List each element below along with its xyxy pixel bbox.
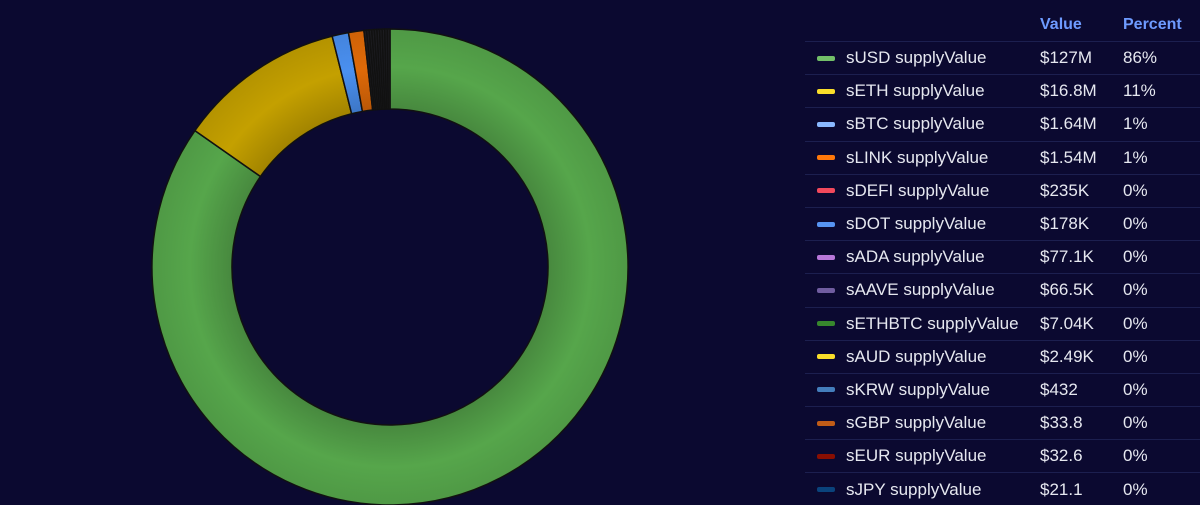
legend-series-name: sJPY supplyValue xyxy=(805,480,1040,500)
legend-label: sKRW supplyValue xyxy=(846,379,990,399)
legend-percent: 1% xyxy=(1123,147,1148,167)
legend-label: sETHBTC supplyValue xyxy=(846,313,1019,333)
legend-label: sUSD supplyValue xyxy=(846,48,987,68)
legend-row[interactable]: sBTC supplyValue $1.64M 1% xyxy=(805,107,1200,140)
legend-value: $77.1K xyxy=(1040,247,1094,267)
legend-label: sBTC supplyValue xyxy=(846,114,985,134)
legend-table: Value Percent sUSD supplyValue $127M 86% sE… xyxy=(805,8,1200,505)
legend-series-name: sEUR supplyValue xyxy=(805,446,1040,466)
legend-value: $66.5K xyxy=(1040,280,1094,300)
legend-row[interactable]: sUSD supplyValue $127M 86% xyxy=(805,41,1200,74)
legend-series-name: sETHBTC supplyValue xyxy=(805,314,1040,334)
legend-value: $178K xyxy=(1040,214,1090,234)
legend-percent: 0% xyxy=(1123,379,1148,399)
legend-value: $1.64M xyxy=(1040,114,1097,134)
legend-value: $33.8 xyxy=(1040,413,1083,433)
legend-series-name: sUSD supplyValue xyxy=(805,48,1040,68)
legend-series-name: sGBP supplyValue xyxy=(805,413,1040,433)
legend-row[interactable]: sDOT supplyValue $178K 0% xyxy=(805,206,1200,240)
legend-row[interactable]: sEUR supplyValue $32.6 0% xyxy=(805,439,1200,472)
legend-swatch[interactable] xyxy=(817,453,835,459)
legend-percent: 86% xyxy=(1123,48,1158,68)
legend-label: sETH supplyValue xyxy=(846,81,985,101)
legend-series-name: sETH supplyValue xyxy=(805,81,1040,101)
legend-label: sEUR supplyValue xyxy=(846,446,987,466)
legend-value: $21.1 xyxy=(1040,479,1083,499)
legend-value: $2.49K xyxy=(1040,346,1094,366)
legend-series-name: sLINK supplyValue xyxy=(805,148,1040,168)
legend-row[interactable]: sLINK supplyValue $1.54M 1% xyxy=(805,140,1200,174)
legend-label: sAUD supplyValue xyxy=(846,346,987,366)
legend-series-name: sADA supplyValue xyxy=(805,247,1040,267)
legend-percent: 0% xyxy=(1123,446,1148,466)
legend-swatch[interactable] xyxy=(817,155,835,161)
legend-series-name: sBTC supplyValue xyxy=(805,114,1040,134)
legend-series-name: sDOT supplyValue xyxy=(805,214,1040,234)
legend-label: sJPY supplyValue xyxy=(846,479,982,499)
legend-rows: sUSD supplyValue $127M 86% sETH supplyValue… xyxy=(805,41,1200,505)
legend-value: $235K xyxy=(1040,180,1090,200)
legend-percent: 0% xyxy=(1123,214,1148,234)
legend-label: sGBP supplyValue xyxy=(846,413,987,433)
legend-row[interactable]: sETH supplyValue $16.8M 11% xyxy=(805,74,1200,107)
legend-value: $16.8M xyxy=(1040,81,1097,101)
pie-slice[interactable] xyxy=(386,28,391,110)
legend-row[interactable]: sJPY supplyValue $21.1 0% xyxy=(805,472,1200,505)
legend-swatch[interactable] xyxy=(817,188,835,194)
legend-percent: 0% xyxy=(1123,280,1148,300)
legend-swatch[interactable] xyxy=(817,420,835,426)
pie-slice[interactable] xyxy=(151,28,629,505)
legend-percent: 11% xyxy=(1123,81,1156,101)
donut-chart xyxy=(151,28,629,505)
legend-row[interactable]: sGBP supplyValue $33.8 0% xyxy=(805,406,1200,439)
legend-percent: 0% xyxy=(1123,313,1148,333)
legend-label: sDEFI supplyValue xyxy=(846,180,990,200)
legend-row[interactable]: sAAVE supplyValue $66.5K 0% xyxy=(805,273,1200,306)
legend-series-name: sDEFI supplyValue xyxy=(805,181,1040,201)
legend-value: $432 xyxy=(1040,379,1078,399)
legend-row[interactable]: sAUD supplyValue $2.49K 0% xyxy=(805,339,1200,373)
legend-swatch[interactable] xyxy=(817,287,835,293)
legend-percent: 0% xyxy=(1123,247,1148,267)
legend-value: $127M xyxy=(1040,48,1092,68)
legend-series-name: sKRW supplyValue xyxy=(805,380,1040,400)
legend-row[interactable]: sETHBTC supplyValue $7.04K 0% xyxy=(805,306,1200,340)
legend-header-percent[interactable]: Percent xyxy=(1123,15,1182,33)
legend-value: $32.6 xyxy=(1040,446,1083,466)
legend-label: sADA supplyValue xyxy=(846,247,985,267)
legend-row[interactable]: sADA supplyValue $77.1K 0% xyxy=(805,240,1200,273)
legend-swatch[interactable] xyxy=(817,321,835,327)
legend-row[interactable]: sKRW supplyValue $432 0% xyxy=(805,372,1200,406)
legend-swatch[interactable] xyxy=(817,387,835,393)
legend-swatch[interactable] xyxy=(817,354,835,360)
legend-value: $1.54M xyxy=(1040,147,1097,167)
legend-label: sAAVE supplyValue xyxy=(846,280,995,300)
legend-swatch[interactable] xyxy=(817,221,835,227)
legend-label: sLINK supplyValue xyxy=(846,147,989,167)
legend-swatch[interactable] xyxy=(817,88,835,94)
legend-header: Value Percent xyxy=(805,8,1200,41)
legend-percent: 0% xyxy=(1123,413,1148,433)
legend-swatch[interactable] xyxy=(817,55,835,61)
legend-swatch[interactable] xyxy=(817,254,835,260)
legend-series-name: sAUD supplyValue xyxy=(805,347,1040,367)
legend-percent: 0% xyxy=(1123,346,1148,366)
legend-swatch[interactable] xyxy=(817,487,835,493)
legend-percent: 0% xyxy=(1123,180,1148,200)
legend-percent: 0% xyxy=(1123,479,1148,499)
legend-value: $7.04K xyxy=(1040,313,1094,333)
legend-label: sDOT supplyValue xyxy=(846,214,987,234)
legend-row[interactable]: sDEFI supplyValue $235K 0% xyxy=(805,173,1200,207)
legend-percent: 1% xyxy=(1123,114,1148,134)
legend-header-value[interactable]: Value xyxy=(1040,15,1082,33)
legend-series-name: sAAVE supplyValue xyxy=(805,280,1040,300)
legend-swatch[interactable] xyxy=(817,121,835,127)
